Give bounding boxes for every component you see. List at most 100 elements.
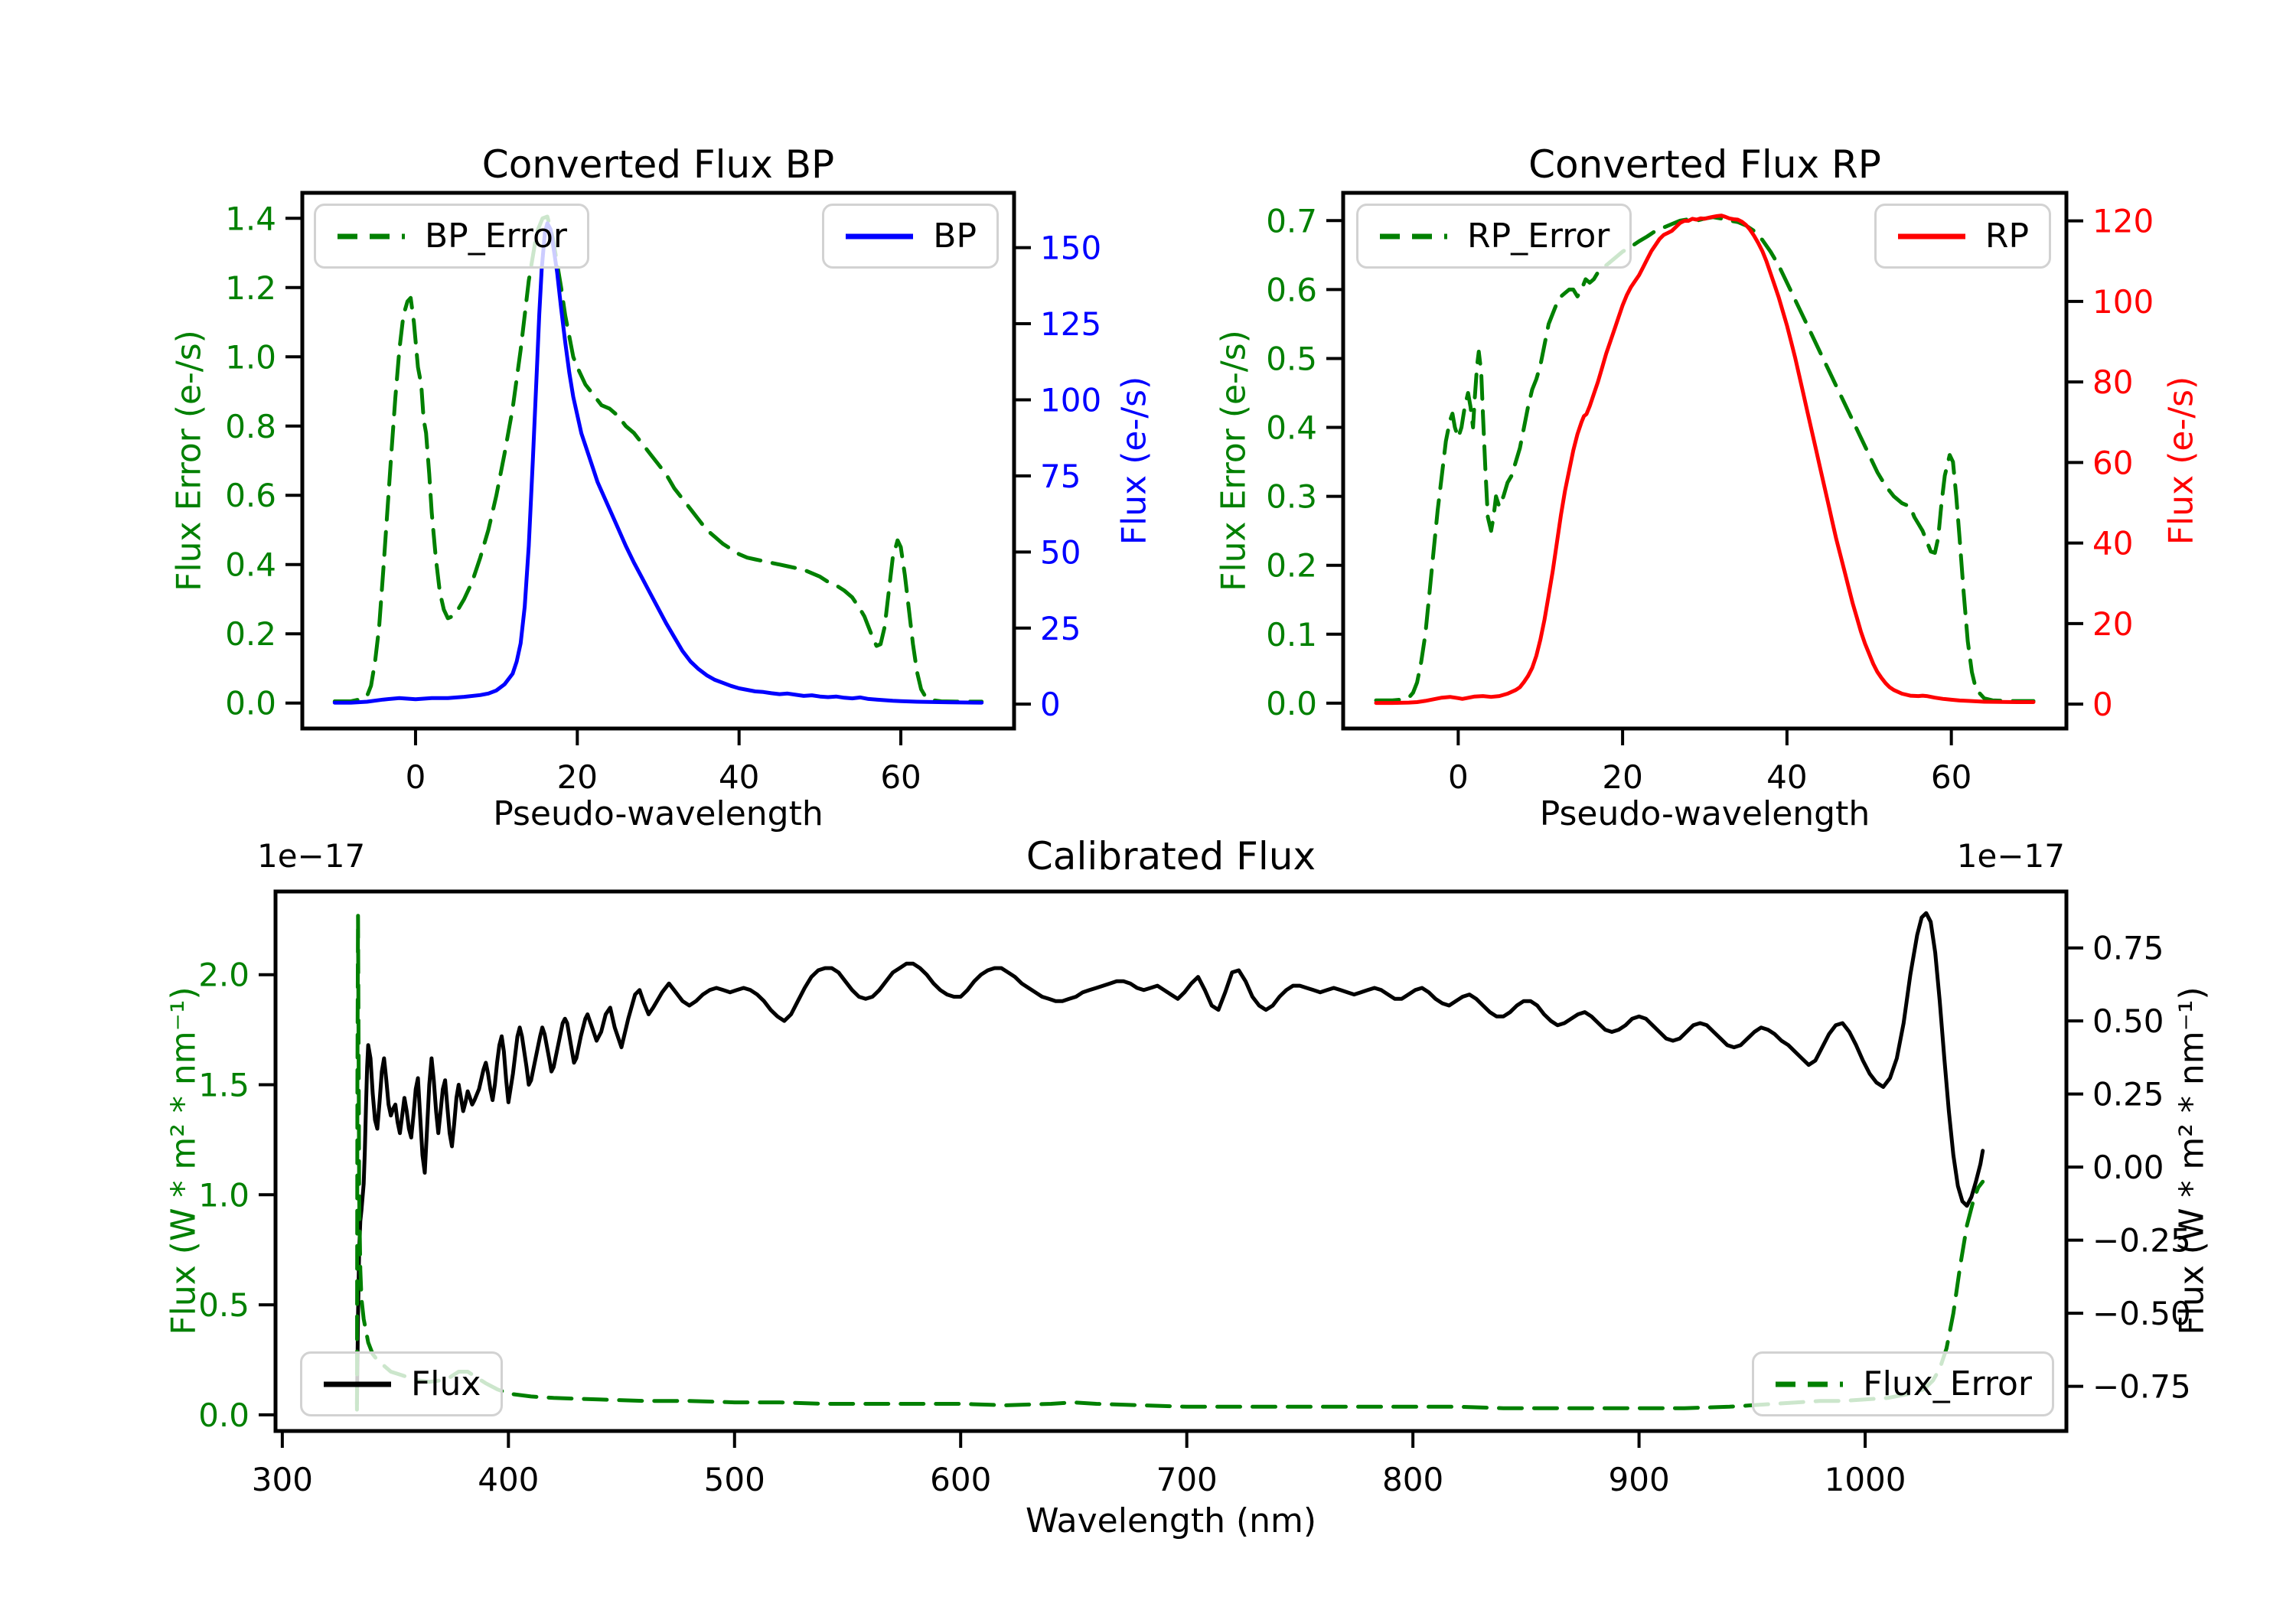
x-tick-label: 1000 <box>1825 1461 1906 1498</box>
left-tick-label: 0.0 <box>198 1397 249 1434</box>
legend-sample-rp-line <box>1897 233 1965 239</box>
right-tick-label: 0 <box>2092 686 2113 723</box>
legend-label-flux-error: Flux_Error <box>1863 1364 2032 1403</box>
right-tick-label: 150 <box>1040 230 1101 267</box>
x-axis-label-calibrated: Wavelength (nm) <box>1025 1501 1317 1540</box>
left-tick-label: 0.6 <box>225 477 276 514</box>
y-axis-label-bp-flux: Flux (e-/s) <box>1114 376 1154 546</box>
legend-label-rp: RP <box>1985 217 2029 256</box>
legend-flux-error: Flux_Error <box>1752 1351 2054 1416</box>
chart-title-bp: Converted Flux BP <box>481 142 835 187</box>
right-tick-label: 125 <box>1040 305 1101 343</box>
right-tick-label: 0 <box>1040 686 1061 723</box>
series-BP <box>332 221 984 705</box>
y-axis-label-rp-error: Flux Error (e-/s) <box>1214 330 1254 592</box>
axes-frame <box>300 191 1016 731</box>
left-tick-label: 0.5 <box>1266 340 1317 377</box>
series-BP_Error <box>332 214 984 704</box>
x-tick-label: 40 <box>1766 758 1807 796</box>
x-tick-label: 60 <box>880 758 921 796</box>
right-tick-label: 75 <box>1040 458 1081 495</box>
legend-rp-error: RP_Error <box>1356 204 1632 269</box>
right-tick-label: −0.75 <box>2092 1368 2191 1406</box>
left-tick-label: 0.0 <box>1266 685 1317 722</box>
right-tick-label: 20 <box>2092 605 2133 643</box>
left-tick-label: 1.4 <box>225 200 276 237</box>
right-tick-label: 0.25 <box>2092 1076 2164 1113</box>
legend-label-rp-error: RP_Error <box>1467 217 1610 256</box>
left-tick-label: 0.7 <box>1266 202 1317 240</box>
right-tick-label: 25 <box>1040 610 1081 647</box>
x-axis-label-rp: Pseudo-wavelength <box>1539 794 1870 833</box>
right-tick-label: −0.50 <box>2092 1295 2191 1332</box>
x-tick-label: 20 <box>1602 758 1642 796</box>
left-tick-label: 0.4 <box>225 546 276 584</box>
left-tick-label: 0.5 <box>198 1286 249 1324</box>
right-tick-label: 50 <box>1040 533 1081 571</box>
x-tick-label: 800 <box>1382 1461 1443 1498</box>
left-tick-label: 0.0 <box>225 685 276 722</box>
axes-ticks: 0 20 40 60 0.0 0.2 0.4 0.6 0.8 1.0 1.2 1.4 0 25 50 75 10… <box>225 200 1101 796</box>
legend-label-bp: BP <box>933 217 977 256</box>
legend-flux: Flux <box>300 1351 504 1416</box>
y-axis-label-rp-flux: Flux (e-/s) <box>2161 376 2201 546</box>
x-tick-label: 600 <box>930 1461 991 1498</box>
right-tick-label: 0.00 <box>2092 1149 2164 1186</box>
x-tick-label: 60 <box>1931 758 1971 796</box>
right-tick-label: 40 <box>2092 525 2133 562</box>
legend-bp-error: BP_Error <box>314 204 589 269</box>
left-tick-label: 0.2 <box>225 615 276 653</box>
axes-ticks: 0 20 40 60 0.0 0.1 0.2 0.3 0.4 0.5 0.6 0.7 0 20 40 60 80… <box>1266 202 2154 796</box>
chart-title-calibrated: Calibrated Flux <box>1026 834 1316 878</box>
right-tick-label: 100 <box>2092 283 2154 321</box>
left-tick-label: 1.2 <box>225 269 276 307</box>
x-tick-label: 40 <box>719 758 759 796</box>
axes-frame <box>1341 191 2069 731</box>
left-tick-label: 0.4 <box>1266 409 1317 447</box>
x-tick-label: 900 <box>1609 1461 1670 1498</box>
x-tick-label: 700 <box>1156 1461 1218 1498</box>
offset-text-left: 1e−17 <box>257 837 366 875</box>
left-tick-label: 2.0 <box>198 957 249 994</box>
x-tick-label: 0 <box>406 758 426 796</box>
left-tick-label: 0.3 <box>1266 478 1317 516</box>
right-tick-label: 0.50 <box>2092 1002 2164 1040</box>
right-tick-label: 60 <box>2092 444 2133 481</box>
right-tick-label: 100 <box>1040 381 1101 419</box>
axes-frame <box>273 889 2069 1433</box>
x-tick-label: 20 <box>557 758 598 796</box>
x-axis-label-bp: Pseudo-wavelength <box>493 794 823 833</box>
legend-label-flux: Flux <box>411 1364 481 1403</box>
legend-label-bp-error: BP_Error <box>425 217 567 256</box>
legend-sample-rp-error-line <box>1380 233 1447 239</box>
left-tick-label: 0.8 <box>225 408 276 445</box>
x-tick-label: 400 <box>478 1461 539 1498</box>
x-tick-label: 500 <box>704 1461 765 1498</box>
right-tick-label: −0.25 <box>2092 1222 2191 1260</box>
x-tick-label: 0 <box>1448 758 1469 796</box>
legend-sample-flux-error-line <box>1776 1381 1844 1387</box>
legend-sample-bp-error-line <box>338 233 405 239</box>
right-tick-label: 120 <box>2092 203 2154 240</box>
legend-rp: RP <box>1874 204 2051 269</box>
left-tick-label: 0.1 <box>1266 616 1317 654</box>
left-tick-label: 1.0 <box>198 1176 249 1214</box>
left-tick-label: 0.6 <box>1266 271 1317 308</box>
left-tick-label: 1.0 <box>225 338 276 376</box>
legend-sample-bp-line <box>846 233 914 239</box>
y-axis-label-cal-flux: Flux (W * m² * nm⁻¹) <box>164 986 204 1335</box>
chart-title-rp: Converted Flux RP <box>1528 142 1881 187</box>
y-axis-label-cal-flux-error: Flux (W * m² * nm⁻¹) <box>2172 986 2212 1335</box>
legend-bp: BP <box>822 204 999 269</box>
y-axis-label-bp-error: Flux Error (e-/s) <box>169 330 209 592</box>
series-Flux_Error <box>354 914 1985 1412</box>
series-RP <box>1374 214 2036 706</box>
legend-sample-flux-line <box>324 1381 391 1387</box>
right-tick-label: 80 <box>2092 363 2133 401</box>
right-tick-label: 0.75 <box>2092 930 2164 967</box>
series-Flux <box>354 911 1985 1406</box>
x-tick-label: 300 <box>252 1461 313 1498</box>
left-tick-label: 0.2 <box>1266 547 1317 585</box>
